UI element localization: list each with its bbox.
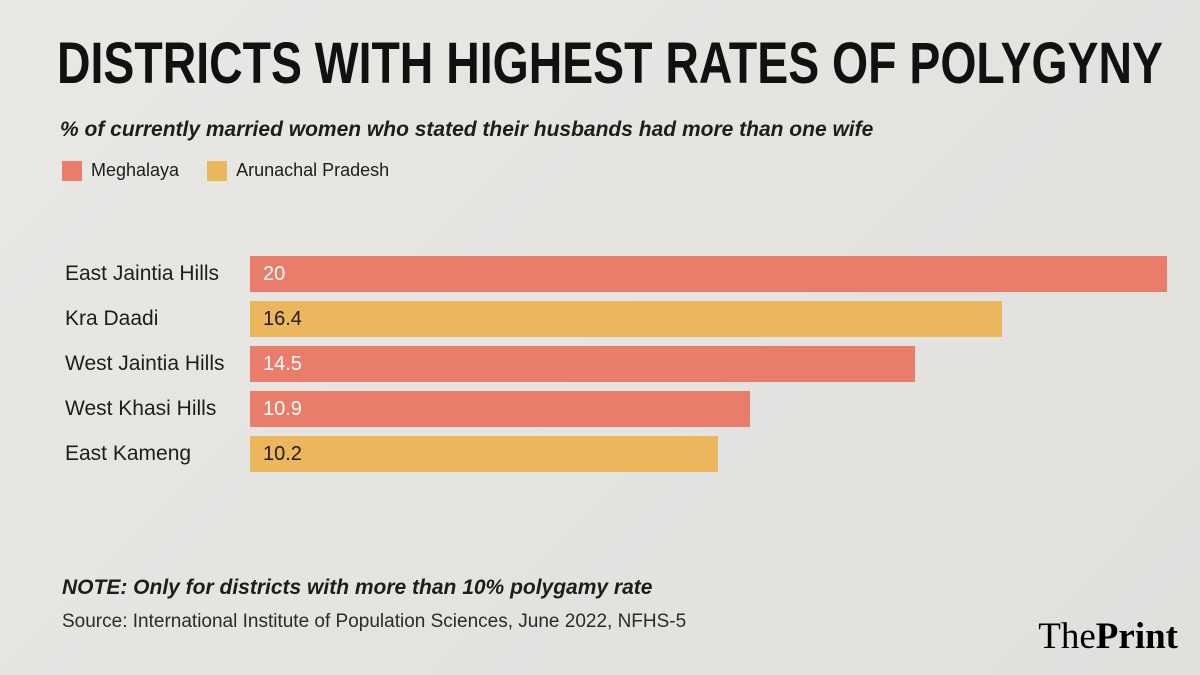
bar-category-label: East Jaintia Hills: [65, 262, 220, 285]
bar-track: 20: [250, 256, 1167, 292]
legend-item-arunachal-pradesh: Arunachal Pradesh: [207, 160, 389, 181]
bar-value-label: 20: [263, 262, 286, 285]
legend-swatch-meghalaya: [62, 160, 82, 181]
legend-swatch-arunachal-pradesh: [207, 160, 228, 181]
chart-row: West Khasi Hills 10.9: [65, 391, 1167, 427]
legend-item-meghalaya: Meghalaya: [62, 160, 179, 181]
bar-track: 10.9: [250, 391, 1167, 427]
theprint-logo: ThePrint: [1038, 615, 1178, 658]
bar-category-label: East Kameng: [65, 442, 192, 465]
bar-track: 16.4: [250, 301, 1167, 337]
bar-value-label: 10.2: [263, 442, 302, 465]
bar-value-label: 16.4: [263, 307, 302, 330]
chart-row: West Jaintia Hills 14.5: [65, 346, 1167, 382]
bar: 10.9: [250, 391, 750, 427]
bar-track: 10.2: [250, 436, 1167, 472]
bar: 16.4: [250, 301, 1002, 337]
bar: 10.2: [250, 436, 718, 472]
logo-text-the: The: [1038, 616, 1096, 657]
bar-category-label: West Khasi Hills: [65, 397, 217, 420]
legend-label-arunachal-pradesh: Arunachal Pradesh: [236, 160, 390, 180]
bar-value-label: 14.5: [263, 352, 302, 375]
bar-track: 14.5: [250, 346, 1167, 382]
chart-row: East Jaintia Hills 20: [65, 256, 1167, 292]
chart-row: Kra Daadi 16.4: [65, 301, 1167, 337]
bar: 20: [250, 256, 1167, 292]
logo-text-print: Print: [1095, 616, 1178, 657]
page-title: DISTRICTS WITH HIGHEST RATES OF POLYGYNY: [57, 31, 1163, 96]
bar-chart: East Jaintia Hills 20 Kra Daadi 16.4 West Ja…: [65, 256, 1167, 481]
bar-value-label: 10.9: [263, 397, 302, 420]
bar-category-label: Kra Daadi: [65, 307, 159, 330]
chart-legend: Meghalaya Arunachal Pradesh: [62, 160, 389, 181]
bar-category-label: West Jaintia Hills: [65, 352, 225, 375]
bar: 14.5: [250, 346, 915, 382]
source-line: Source: International Institute of Popul…: [62, 611, 687, 632]
legend-label-meghalaya: Meghalaya: [91, 160, 180, 180]
chart-note: NOTE: Only for districts with more than …: [62, 576, 653, 599]
chart-row: East Kameng 10.2: [65, 436, 1167, 472]
chart-subtitle: % of currently married women who stated …: [60, 118, 874, 141]
